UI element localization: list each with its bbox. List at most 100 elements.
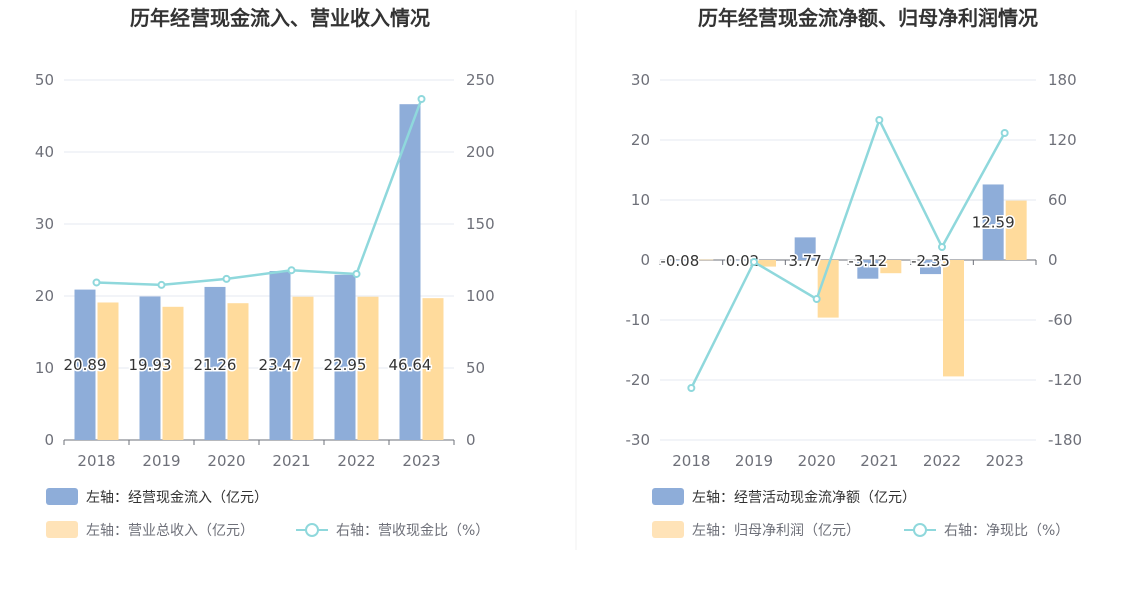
- left-tick-label: 50: [35, 71, 54, 89]
- line-series: [96, 98, 423, 287]
- left-tick-label: 20: [35, 287, 54, 305]
- line-point: [1000, 129, 1009, 137]
- bar-series-1: [920, 260, 941, 275]
- right-tick-label: 0: [466, 431, 476, 449]
- legend-2: 左轴：经营活动现金流净额（亿元） 左轴：归母净利润（亿元） 右轴：净现比（%）: [652, 488, 1069, 539]
- right-tick-label: 60: [1048, 191, 1067, 209]
- left-tick-label: 0: [44, 431, 54, 449]
- line-point: [287, 266, 296, 275]
- data-label: 22.95: [324, 356, 367, 374]
- data-label: 46.64: [389, 356, 432, 374]
- right-tick-label: -180: [1048, 431, 1082, 449]
- bar-series-2: [943, 260, 964, 377]
- data-label: -2.35: [911, 252, 950, 270]
- bar-series-1: [269, 271, 291, 440]
- x-tick-label: 2019: [142, 452, 180, 470]
- bar-series-2: [817, 260, 839, 318]
- line-point: [92, 278, 101, 287]
- bar-series-1: [74, 289, 96, 440]
- x-tick-label: 2023: [986, 452, 1024, 470]
- left-tick-label: 10: [631, 191, 650, 209]
- bar-series-2: [1005, 200, 1027, 260]
- bar-series-1: [204, 286, 226, 440]
- left-tick-label: -30: [626, 431, 651, 449]
- x-tick-label: 2018: [672, 452, 710, 470]
- x-tick-label: 2018: [77, 452, 115, 470]
- x-tick-label: 2022: [923, 452, 961, 470]
- bar-series-2: [880, 260, 902, 274]
- chart-title-1: 历年经营现金流入、营业收入情况: [130, 6, 430, 30]
- legend-swatch-point: [913, 523, 927, 537]
- bar-series-2: [292, 296, 314, 440]
- data-label: 12.59: [972, 213, 1015, 231]
- bar-series-2: [357, 296, 379, 440]
- bar-series-1: [794, 237, 816, 260]
- x-tick-label: 2021: [860, 452, 898, 470]
- bar-series-1: [399, 104, 421, 440]
- legend-swatch-bar: [46, 521, 78, 538]
- legend-label: 左轴：经营活动现金流净额（亿元）: [692, 490, 916, 506]
- line-point: [417, 95, 426, 104]
- legend-label: 左轴：经营现金流入（亿元）: [86, 490, 268, 506]
- legend-label: 右轴：营收现金比（%）: [336, 523, 489, 539]
- legend-label: 右轴：净现比（%）: [944, 523, 1069, 539]
- bar-series-2: [227, 303, 249, 440]
- chart-title-2: 历年经营现金流净额、归母净利润情况: [698, 6, 1038, 30]
- x-tick-label: 2020: [798, 452, 836, 470]
- data-label: 21.26: [194, 356, 237, 374]
- bar-series-1: [857, 260, 879, 279]
- legend-swatch-bar: [652, 521, 684, 538]
- legend-1: 左轴：经营现金流入（亿元） 左轴：营业总收入（亿元） 右轴：营收现金比（%）: [46, 488, 489, 539]
- bar-series-1: [334, 274, 356, 440]
- bar-series-2: [755, 260, 776, 267]
- right-tick-label: -60: [1048, 311, 1073, 329]
- right-tick-label: 150: [466, 215, 495, 233]
- legend-swatch-bar: [46, 488, 78, 505]
- left-tick-label: 30: [631, 71, 650, 89]
- left-tick-label: 20: [631, 131, 650, 149]
- x-tick-label: 2020: [207, 452, 245, 470]
- data-label: 23.47: [259, 356, 302, 374]
- bar-series-2: [97, 302, 119, 440]
- bar-series-2: [692, 259, 714, 261]
- bar-series-1: [139, 296, 161, 440]
- right-tick-label: 50: [466, 359, 485, 377]
- right-tick-label: 0: [1048, 251, 1058, 269]
- x-tick-label: 2019: [735, 452, 773, 470]
- left-tick-label: -20: [626, 371, 651, 389]
- line-point: [812, 295, 821, 303]
- left-tick-label: 10: [35, 359, 54, 377]
- left-tick-label: 30: [35, 215, 54, 233]
- line-point: [222, 274, 231, 283]
- legend-label: 左轴：归母净利润（亿元）: [692, 522, 860, 539]
- plot-1: 0 0 10 50 20 100 30 150 40 200 50 250 2018 2019 2020 20…: [35, 71, 495, 470]
- bar-series-2: [422, 298, 444, 440]
- left-tick-label: 40: [35, 143, 54, 161]
- right-tick-label: 180: [1048, 71, 1077, 89]
- data-label: 3.77: [788, 252, 821, 270]
- right-tick-label: 200: [466, 143, 495, 161]
- data-label: 20.89: [64, 356, 107, 374]
- legend-label: 左轴：营业总收入（亿元）: [86, 523, 254, 539]
- line-point: [352, 269, 361, 278]
- left-tick-label: -10: [626, 311, 651, 329]
- bar-series-1: [669, 260, 691, 261]
- legend-swatch-point: [305, 523, 319, 537]
- line-point: [938, 243, 946, 251]
- plot-2: -30 -180 -20 -120 -10 -60 0 0 10 60 20 120 30 180 2018…: [626, 71, 1083, 470]
- line-series: [690, 116, 1006, 389]
- x-tick-label: 2022: [337, 452, 375, 470]
- x-tick-label: 2021: [272, 452, 310, 470]
- line-point: [875, 116, 884, 124]
- x-tick-label: 2023: [402, 452, 440, 470]
- right-tick-label: 120: [1048, 131, 1077, 149]
- data-label: -3.12: [848, 252, 887, 270]
- right-tick-label: 250: [466, 71, 495, 89]
- line-point: [687, 384, 696, 392]
- bar-series-1: [982, 184, 1004, 260]
- data-label: -0.08: [660, 252, 699, 270]
- line-point: [750, 258, 758, 266]
- left-tick-label: 0: [640, 251, 650, 269]
